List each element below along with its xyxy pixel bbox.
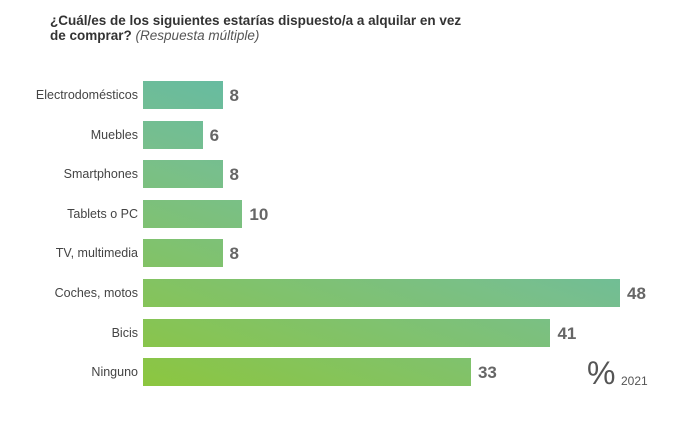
value-label: 8 xyxy=(229,165,239,185)
bar xyxy=(143,160,223,189)
category-label: Coches, motos xyxy=(54,286,138,300)
year-label: 2021 xyxy=(621,374,648,388)
category-label: Smartphones xyxy=(63,167,138,182)
chart-title: ¿Cuál/es de los siguientes estarías disp… xyxy=(50,13,470,43)
bar xyxy=(143,120,203,149)
category-label: Ninguno xyxy=(91,365,138,380)
bar xyxy=(143,358,471,387)
category-label: Bicis xyxy=(111,325,138,340)
bar xyxy=(143,279,620,307)
category-label: Muebles xyxy=(90,127,138,142)
value-label: 8 xyxy=(229,244,239,264)
value-label: 48 xyxy=(627,284,646,303)
category-label: TV, multimedia xyxy=(55,246,138,261)
bar xyxy=(143,239,223,268)
bar xyxy=(143,318,551,347)
value-label: 33 xyxy=(477,363,497,383)
bar xyxy=(143,81,223,109)
category-label: Tablets o PC xyxy=(67,206,138,221)
value-label: 8 xyxy=(229,86,239,105)
value-label: 10 xyxy=(249,204,269,224)
subtitle-text: (Respuesta múltiple) xyxy=(135,28,260,43)
value-label: 41 xyxy=(557,323,577,343)
unit-label: % xyxy=(587,355,616,391)
category-label: Electrodomésticos xyxy=(35,88,138,102)
title-text: ¿Cuál/es de los siguientes estarías disp… xyxy=(50,13,462,43)
value-label: 6 xyxy=(209,125,220,145)
bar xyxy=(143,199,243,228)
